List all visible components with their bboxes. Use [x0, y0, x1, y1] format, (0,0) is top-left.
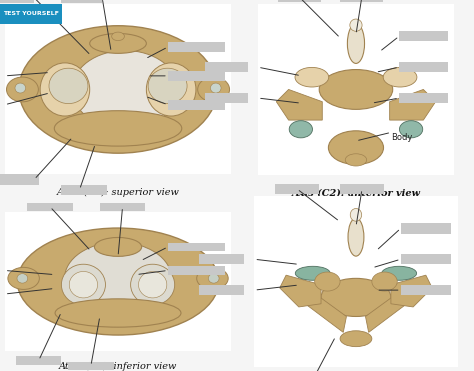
Ellipse shape [289, 121, 312, 138]
Ellipse shape [19, 26, 217, 153]
Bar [274, 184, 319, 194]
Ellipse shape [69, 272, 98, 298]
Ellipse shape [209, 274, 219, 283]
Ellipse shape [62, 264, 105, 305]
Ellipse shape [148, 68, 187, 104]
Ellipse shape [72, 50, 178, 128]
Text: Atlas (C1): inferior view: Atlas (C1): inferior view [59, 362, 177, 371]
Bar [399, 31, 448, 42]
Ellipse shape [197, 267, 228, 289]
Bar [401, 285, 452, 295]
Ellipse shape [383, 68, 417, 87]
Polygon shape [365, 291, 407, 332]
Bar [168, 42, 225, 52]
Text: Body: Body [391, 133, 413, 142]
Ellipse shape [400, 121, 423, 138]
Bar [0, 174, 39, 185]
Bar [401, 223, 452, 233]
Ellipse shape [138, 272, 167, 298]
Bar [340, 0, 383, 2]
Text: Atlas (C1): superior view: Atlas (C1): superior view [56, 188, 180, 197]
Ellipse shape [210, 83, 221, 93]
Ellipse shape [315, 272, 340, 291]
Bar [205, 62, 248, 72]
Ellipse shape [40, 63, 90, 116]
Bar [399, 93, 448, 103]
Ellipse shape [146, 63, 196, 116]
Ellipse shape [350, 19, 362, 31]
Ellipse shape [49, 68, 88, 104]
Ellipse shape [350, 209, 362, 221]
Ellipse shape [15, 83, 26, 93]
Bar [0, 0, 34, 3]
Ellipse shape [372, 272, 397, 291]
Ellipse shape [55, 299, 181, 327]
Ellipse shape [18, 228, 219, 335]
Bar [401, 254, 452, 265]
Bar [62, 0, 102, 3]
Bar [62, 185, 107, 195]
Bar [100, 203, 145, 211]
Polygon shape [390, 89, 436, 120]
Ellipse shape [295, 68, 328, 87]
Ellipse shape [7, 77, 38, 102]
Bar [340, 184, 384, 194]
Ellipse shape [8, 267, 39, 289]
Ellipse shape [340, 331, 372, 347]
Text: Axis (C2): anterior view: Axis (C2): anterior view [292, 189, 420, 198]
Ellipse shape [55, 111, 182, 146]
Polygon shape [391, 275, 432, 307]
Ellipse shape [131, 264, 175, 305]
Bar [168, 243, 225, 251]
Bar [168, 266, 225, 275]
Ellipse shape [347, 24, 365, 63]
Polygon shape [280, 275, 321, 307]
Bar [205, 93, 248, 103]
Bar [68, 362, 113, 370]
Text: TEST YOURSELF: TEST YOURSELF [3, 12, 59, 16]
Ellipse shape [94, 237, 142, 256]
Bar [278, 0, 321, 2]
Ellipse shape [112, 32, 124, 40]
Ellipse shape [90, 33, 146, 53]
Polygon shape [276, 89, 322, 120]
Bar [16, 356, 62, 365]
Ellipse shape [321, 278, 391, 316]
Bar [399, 62, 448, 72]
Bar [168, 100, 225, 110]
Ellipse shape [345, 154, 367, 166]
Polygon shape [305, 291, 346, 332]
Ellipse shape [382, 266, 417, 280]
Ellipse shape [198, 77, 229, 102]
Bar [200, 254, 244, 265]
Bar [168, 71, 225, 81]
Ellipse shape [17, 274, 27, 283]
Ellipse shape [319, 69, 393, 109]
Bar [27, 203, 73, 211]
Ellipse shape [328, 131, 383, 164]
Ellipse shape [295, 266, 330, 280]
Ellipse shape [348, 218, 364, 256]
Ellipse shape [64, 242, 172, 315]
Bar [200, 285, 244, 295]
